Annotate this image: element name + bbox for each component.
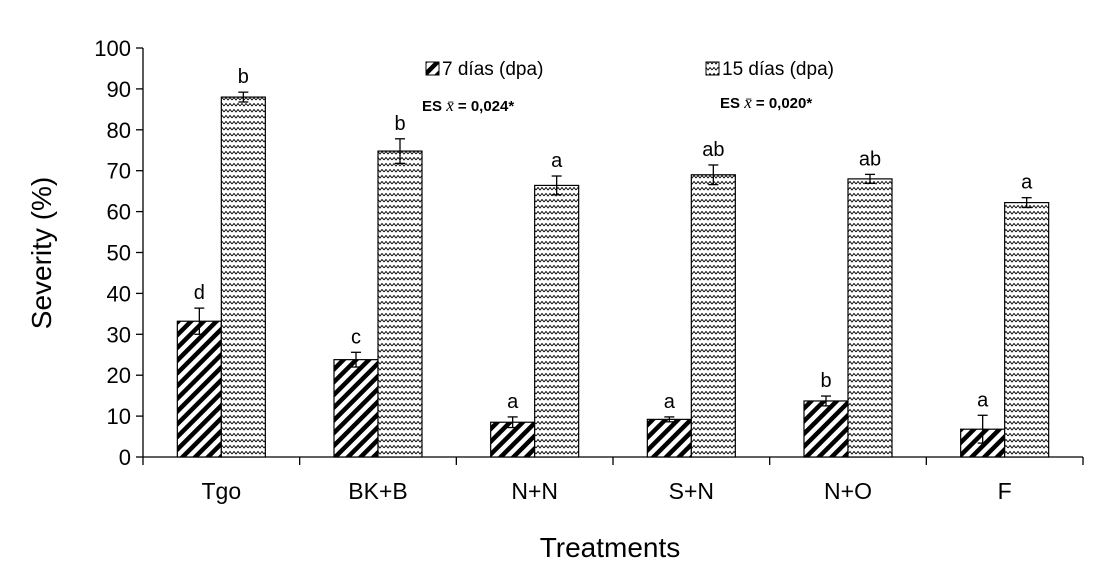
x-tick-label: BK+B <box>348 478 407 504</box>
standard-error-annotation: ES x̄ = 0,024* <box>422 96 514 115</box>
y-tick-label: 60 <box>107 200 131 225</box>
bar <box>377 150 423 458</box>
y-axis-title: Severity (%) <box>26 177 57 329</box>
legend: 7 días (dpa) ES x̄ = 0,024* 15 días (dpa) E… <box>422 59 834 115</box>
significance-letter: b <box>394 113 405 135</box>
significance-letter: a <box>977 389 989 411</box>
x-tick-label: S+N <box>669 478 714 504</box>
x-tick-label: N+O <box>824 478 872 504</box>
y-tick-label: 80 <box>107 118 131 143</box>
y-tick-label: 0 <box>119 445 131 470</box>
legend-swatch <box>705 61 720 76</box>
significance-letter: ab <box>859 148 881 170</box>
x-axis-title: Treatments <box>540 532 681 563</box>
bar <box>646 418 692 458</box>
bar <box>690 174 736 458</box>
y-axis: 0 10 20 30 40 50 60 70 80 90 100 <box>94 36 144 470</box>
x-tick-label: N+N <box>511 478 558 504</box>
bar <box>1004 202 1050 458</box>
y-tick-label: 40 <box>107 281 131 306</box>
x-tick-label: F <box>998 478 1012 504</box>
y-tick-label: 100 <box>94 36 131 61</box>
significance-letter: a <box>507 391 519 413</box>
y-tick-label: 90 <box>107 77 131 102</box>
x-axis: Tgo BK+B N+N S+N N+O F <box>142 456 1084 504</box>
bar <box>803 400 849 458</box>
significance-letter: c <box>351 326 361 348</box>
x-tick-label: Tgo <box>202 478 242 504</box>
bar <box>847 178 893 458</box>
significance-letter: d <box>194 282 205 304</box>
y-tick-label: 70 <box>107 159 131 184</box>
significance-letter: ab <box>702 139 724 161</box>
significance-letter: a <box>664 391 676 413</box>
y-tick-label: 20 <box>107 363 131 388</box>
legend-label: 7 días (dpa) <box>442 59 543 80</box>
y-tick-label: 10 <box>107 404 131 429</box>
significance-letter: a <box>1021 172 1033 194</box>
bar <box>333 359 379 458</box>
legend-label: 15 días (dpa) <box>722 59 834 80</box>
significance-letter: a <box>551 150 563 172</box>
bar <box>534 184 580 458</box>
y-tick-label: 30 <box>107 322 131 347</box>
legend-swatch <box>425 61 440 76</box>
significance-letter: b <box>238 66 249 88</box>
y-tick-label: 50 <box>107 241 131 266</box>
bar <box>176 320 222 458</box>
significance-letter: b <box>820 370 831 392</box>
standard-error-annotation: ES x̄ = 0,020* <box>720 93 812 112</box>
bar <box>220 96 266 458</box>
